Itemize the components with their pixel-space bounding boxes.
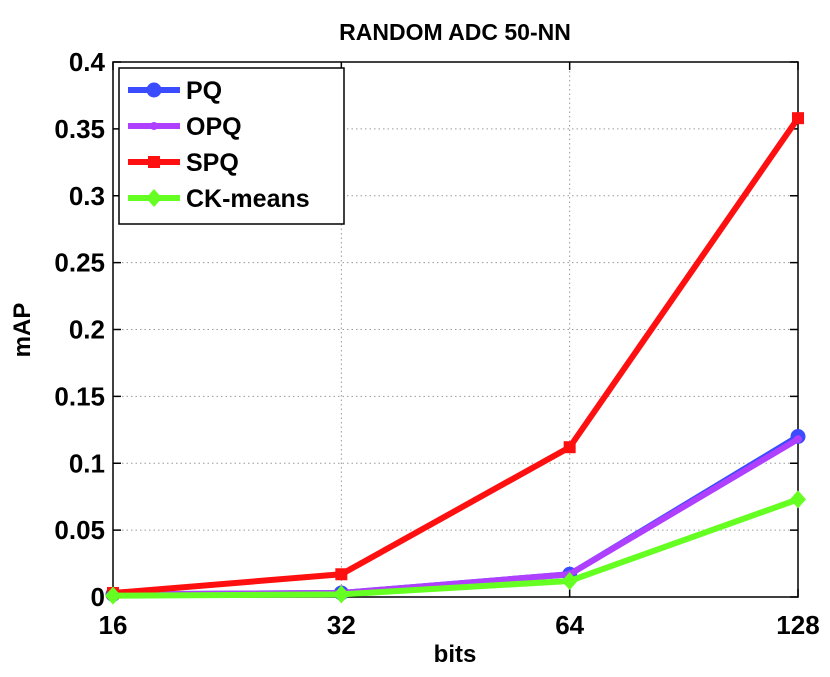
data-point-ck-means [105,586,121,605]
x-tick-label: 128 [776,610,819,640]
series-line-spq [112,116,801,596]
legend-item-opq: OPQ [128,113,242,141]
series-spq [107,112,804,599]
y-tick-label: 0.3 [69,181,105,211]
data-point-ck-means [790,490,806,509]
series-ck-means [105,490,806,605]
series-line-opq [112,436,800,598]
data-point-spq [792,112,804,125]
y-axis: 0 0.05 0.1 0.15 0.2 0.25 0.3 0.35 0.4 [54,47,798,612]
y-tick-label: 0.35 [54,114,105,144]
legend-label: OPQ [186,113,242,141]
legend-label: CK-means [186,185,310,213]
data-point-opq [794,435,802,444]
legend-marker [150,122,158,130]
series-line-ck-means [112,496,800,599]
legend-marker [146,189,162,207]
y-tick-label: 0.25 [54,248,105,278]
x-axis: 16 32 64 128 [99,62,820,640]
x-axis-label: bits [434,641,477,668]
series-opq [109,435,802,599]
data-point-ck-means [333,585,350,604]
x-tick-label: 64 [555,610,584,640]
data-point-ck-means [561,571,578,590]
series-layer [105,112,806,605]
legend-item-spq: SPQ [128,149,239,177]
series-line-pq [112,433,800,598]
legend-item-ck-means: CK-means [128,185,310,213]
y-tick-label: 0.05 [54,515,105,545]
legend-label: PQ [186,77,222,105]
series-pq [105,429,806,602]
y-tick-label: 0.2 [69,315,105,345]
data-point-spq [335,568,348,581]
legend-marker [146,82,162,98]
legend-marker [148,156,160,168]
y-tick-label: 0 [91,582,105,612]
legend: PQ OPQ SPQ CK-means [118,67,345,225]
y-tick-label: 0.15 [54,381,105,411]
legend-label: SPQ [186,149,239,177]
y-tick-label: 0.4 [69,47,106,77]
x-tick-label: 32 [327,610,356,640]
y-tick-label: 0.1 [69,448,105,478]
chart-title: RANDOM ADC 50-NN [339,19,571,45]
x-tick-label: 16 [99,610,128,640]
data-point-spq [563,441,576,454]
legend-item-pq: PQ [128,77,222,105]
grid [113,62,798,597]
y-axis-label: mAP [9,303,36,358]
